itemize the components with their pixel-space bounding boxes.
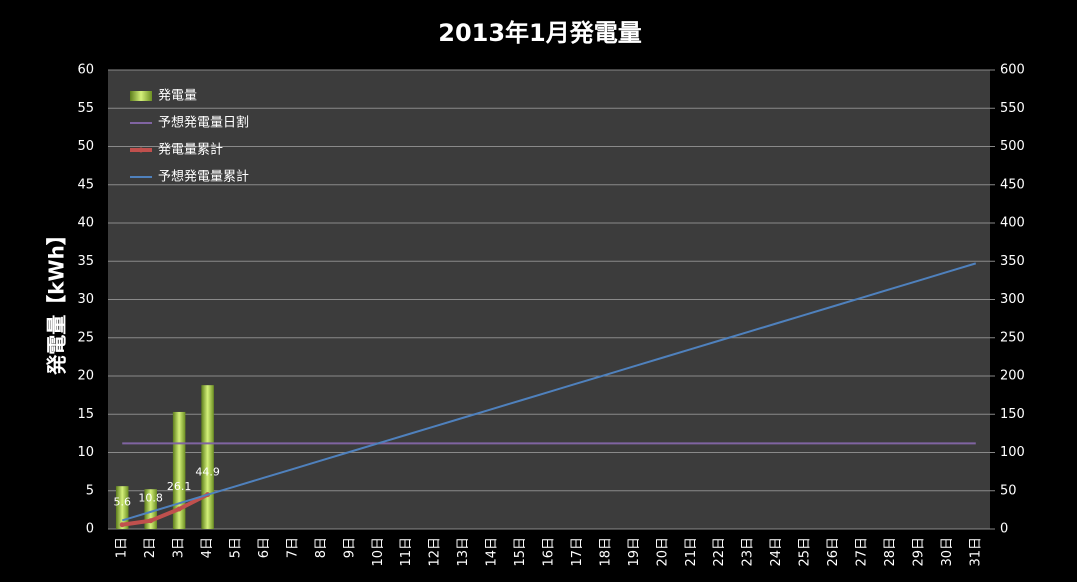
marker bbox=[119, 522, 125, 528]
x-tick-label: 20日 bbox=[655, 537, 670, 567]
x-tick-label: 17日 bbox=[570, 537, 585, 567]
y2-tick-label: 200 bbox=[1000, 369, 1025, 384]
legend-label: 予想発電量日割 bbox=[158, 115, 249, 131]
y2-tick-label: 600 bbox=[1000, 63, 1025, 78]
x-tick-label: 21日 bbox=[684, 537, 699, 567]
x-tick-label: 8日 bbox=[314, 537, 329, 558]
y-axis-label: 発電量【kWh】 bbox=[45, 225, 69, 376]
y-tick-label: 45 bbox=[77, 177, 94, 192]
y-tick-label: 0 bbox=[86, 522, 94, 537]
x-tick-label: 12日 bbox=[428, 537, 443, 567]
x-tick-label: 22日 bbox=[712, 537, 727, 567]
y2-tick-label: 350 bbox=[1000, 254, 1025, 269]
y2-tick-label: 100 bbox=[1000, 445, 1025, 460]
x-tick-label: 15日 bbox=[513, 537, 528, 567]
x-tick-label: 25日 bbox=[798, 537, 813, 567]
x-tick-label: 31日 bbox=[968, 537, 983, 567]
legend-label: 予想発電量累計 bbox=[158, 169, 249, 185]
data-label: 10.8 bbox=[138, 492, 163, 505]
x-tick-label: 27日 bbox=[854, 537, 869, 567]
y2-tick-label: 300 bbox=[1000, 292, 1025, 307]
x-tick-label: 5日 bbox=[229, 537, 244, 558]
legend-swatch bbox=[130, 91, 152, 101]
y2-tick-label: 150 bbox=[1000, 407, 1025, 422]
y-tick-label: 35 bbox=[77, 254, 94, 269]
x-tick-label: 24日 bbox=[769, 537, 784, 567]
x-tick-label: 26日 bbox=[826, 537, 841, 567]
y2-tick-label: 450 bbox=[1000, 177, 1025, 192]
x-tick-label: 19日 bbox=[627, 537, 642, 567]
y-tick-label: 40 bbox=[77, 216, 94, 231]
y-tick-label: 25 bbox=[77, 330, 94, 345]
bar bbox=[172, 411, 186, 529]
x-tick-label: 11日 bbox=[399, 537, 414, 567]
data-label: 5.6 bbox=[113, 496, 131, 509]
data-label: 26.1 bbox=[167, 480, 192, 493]
x-tick-label: 4日 bbox=[200, 537, 215, 558]
x-tick-label: 6日 bbox=[257, 537, 272, 558]
x-tick-label: 29日 bbox=[911, 537, 926, 567]
x-tick-label: 13日 bbox=[456, 537, 471, 567]
x-tick-label: 2日 bbox=[143, 537, 158, 558]
legend-label: 発電量累計 bbox=[158, 142, 223, 158]
x-tick-label: 3日 bbox=[172, 537, 187, 558]
bar bbox=[201, 385, 214, 529]
y2-tick-label: 0 bbox=[1000, 522, 1008, 537]
x-tick-label: 18日 bbox=[598, 537, 613, 567]
y-tick-label: 50 bbox=[77, 139, 94, 154]
x-tick-label: 14日 bbox=[485, 537, 500, 567]
x-tick-label: 23日 bbox=[741, 537, 756, 567]
x-tick-label: 16日 bbox=[542, 537, 557, 567]
x-tick-label: 7日 bbox=[285, 537, 300, 558]
y-tick-label: 15 bbox=[77, 407, 94, 422]
y2-tick-label: 500 bbox=[1000, 139, 1025, 154]
y2-tick-label: 550 bbox=[1000, 101, 1025, 116]
x-tick-label: 28日 bbox=[883, 537, 898, 567]
line bbox=[121, 262, 977, 522]
line bbox=[121, 492, 209, 527]
x-tick-label: 10日 bbox=[371, 537, 386, 567]
y-tick-label: 5 bbox=[86, 483, 94, 498]
y2-tick-label: 400 bbox=[1000, 216, 1025, 231]
y2-tick-label: 250 bbox=[1000, 330, 1025, 345]
bar bbox=[115, 486, 129, 529]
legend-label: 発電量 bbox=[158, 89, 197, 104]
y-tick-label: 30 bbox=[77, 292, 94, 307]
y-tick-label: 60 bbox=[77, 63, 94, 78]
legend-marker bbox=[138, 147, 144, 153]
marker bbox=[148, 518, 154, 524]
chart-title: 2013年1月発電量 bbox=[438, 19, 642, 47]
x-tick-label: 9日 bbox=[342, 537, 357, 558]
x-tick-label: 30日 bbox=[940, 537, 955, 567]
y2-tick-label: 50 bbox=[1000, 483, 1017, 498]
y-tick-label: 10 bbox=[77, 445, 94, 460]
marker bbox=[176, 506, 182, 512]
data-label: 44.9 bbox=[195, 466, 220, 479]
x-tick-label: 1日 bbox=[115, 537, 130, 558]
y-tick-label: 20 bbox=[77, 369, 94, 384]
y-tick-label: 55 bbox=[77, 101, 94, 116]
